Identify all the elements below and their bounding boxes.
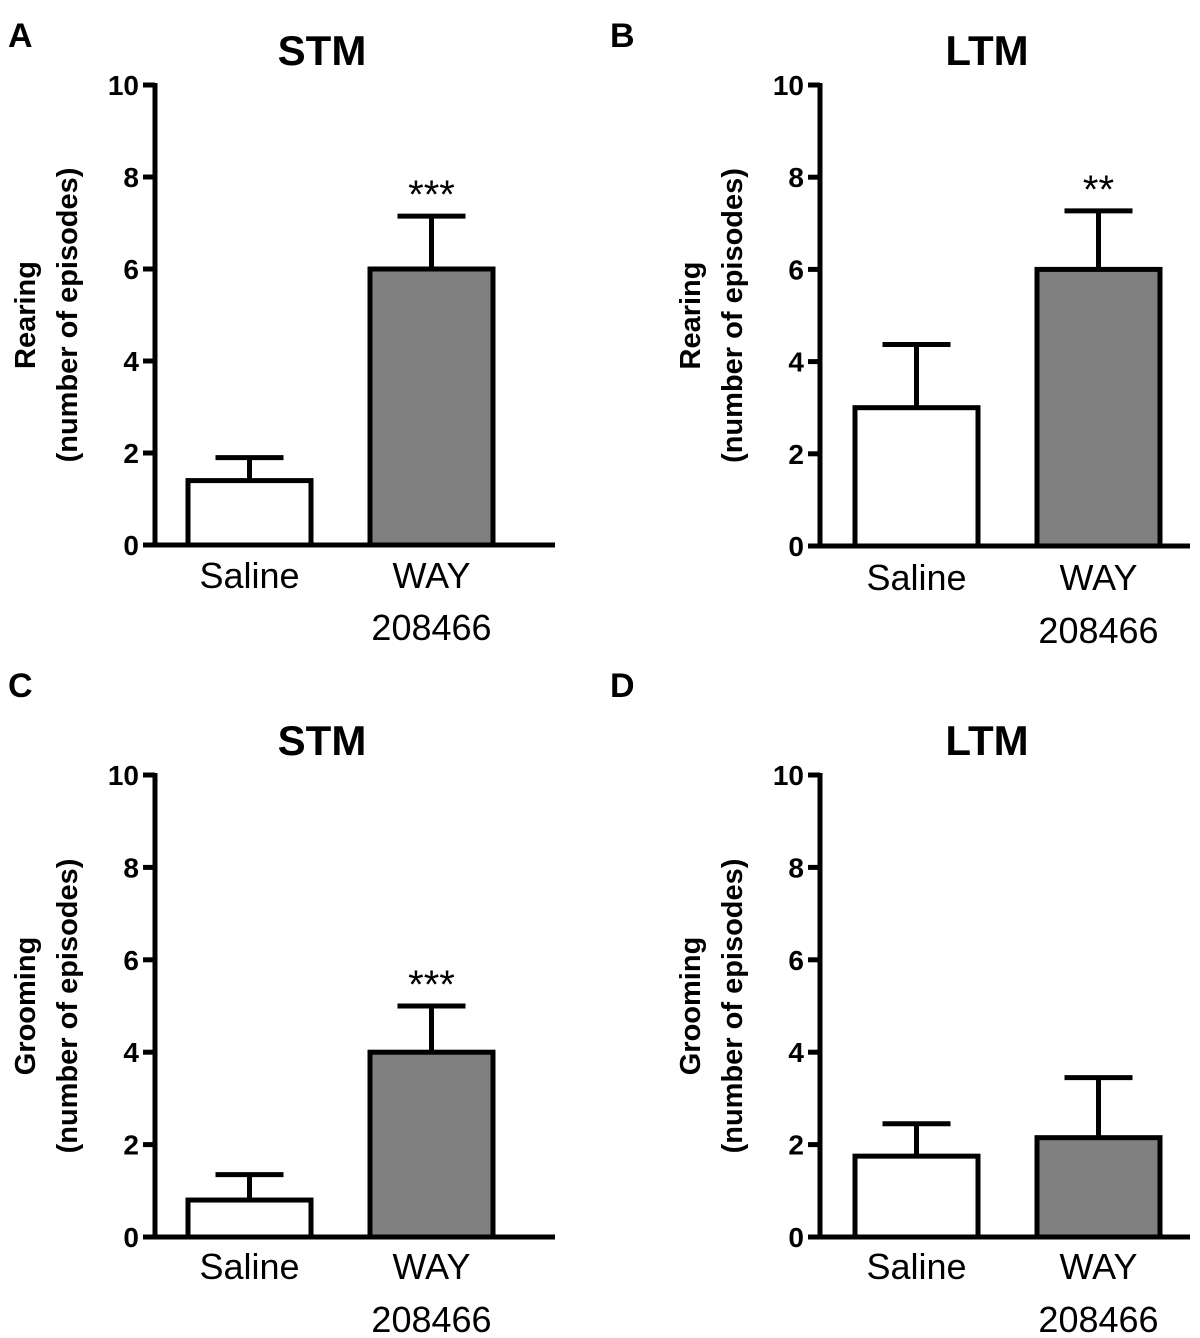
panel-d: D LTM Grooming (number of episodes) Saline WA… xyxy=(610,667,1190,1338)
y-axis-label-units: (number of episodes) xyxy=(717,859,749,1154)
panel-letter: B xyxy=(610,17,635,55)
bar-saline xyxy=(852,1153,981,1240)
y-tick-label: 10 xyxy=(108,70,139,101)
y-axis-label: Grooming xyxy=(675,937,707,1076)
y-tick-label: 2 xyxy=(123,438,139,469)
y-tick-label: 2 xyxy=(788,439,804,470)
y-tick-label: 0 xyxy=(788,531,804,562)
bar-saline xyxy=(185,1197,314,1240)
y-axis-label: Grooming xyxy=(10,937,42,1076)
bar-saline xyxy=(185,478,314,548)
x-tick-label: Saline xyxy=(199,555,299,596)
panel-c: C STM Grooming (number of episodes) Saline **… xyxy=(8,667,555,1338)
panel-letter: C xyxy=(8,667,33,705)
y-tick-label: 0 xyxy=(123,530,139,561)
x-tick-label: Saline xyxy=(866,557,966,598)
y-axis-label-units: (number of episodes) xyxy=(52,859,84,1154)
significance-marker: ** xyxy=(1083,168,1114,212)
y-tick-label: 10 xyxy=(773,760,804,791)
x-tick-label: WAY xyxy=(393,1246,471,1287)
x-tick-label-line2: 208466 xyxy=(1038,610,1158,651)
y-tick-label: 8 xyxy=(123,162,139,193)
y-axis-label: Rearing xyxy=(10,261,42,369)
panel-b: B LTM Rearing (number of episodes) Saline ** W… xyxy=(610,17,1190,651)
y-tick-label: 6 xyxy=(788,254,804,285)
y-tick-label: 8 xyxy=(788,852,804,883)
x-tick-label-line2: 208466 xyxy=(371,1299,491,1338)
panel-a: A STM Rearing (number of episodes) Saline ***… xyxy=(8,17,555,648)
y-tick-label: 6 xyxy=(788,945,804,976)
y-tick-label: 10 xyxy=(108,760,139,791)
bar-saline xyxy=(852,405,981,549)
y-tick-label: 10 xyxy=(773,70,804,101)
y-tick-label: 6 xyxy=(123,254,139,285)
y-tick-label: 4 xyxy=(123,346,139,377)
x-tick-label: WAY xyxy=(1060,1246,1138,1287)
x-tick-label-line2: 208466 xyxy=(1038,1299,1158,1338)
x-tick-label-line2: 208466 xyxy=(371,607,491,648)
significance-marker: *** xyxy=(408,173,455,217)
chart-title: LTM xyxy=(945,27,1028,74)
y-tick-label: 0 xyxy=(788,1222,804,1253)
chart-title: STM xyxy=(278,27,367,74)
y-axis-label: Rearing xyxy=(675,262,707,370)
y-tick-label: 2 xyxy=(788,1130,804,1161)
y-tick-label: 8 xyxy=(788,162,804,193)
significance-marker: *** xyxy=(408,963,455,1007)
y-tick-label: 4 xyxy=(788,347,804,378)
y-tick-label: 6 xyxy=(123,945,139,976)
bar-way-208466 xyxy=(367,1049,496,1240)
panel-letter: D xyxy=(610,667,635,705)
bar-way-208466 xyxy=(367,266,496,548)
bar-way-208466 xyxy=(1034,1135,1163,1240)
y-tick-label: 0 xyxy=(123,1222,139,1253)
y-tick-label: 4 xyxy=(788,1037,804,1068)
x-tick-label: WAY xyxy=(393,555,471,596)
y-tick-label: 2 xyxy=(123,1130,139,1161)
x-tick-label: WAY xyxy=(1060,557,1138,598)
x-tick-label: Saline xyxy=(199,1246,299,1287)
panel-letter: A xyxy=(8,17,33,55)
y-axis-label-units: (number of episodes) xyxy=(717,168,749,463)
chart-title: LTM xyxy=(945,717,1028,764)
x-tick-label: Saline xyxy=(866,1246,966,1287)
y-tick-label: 4 xyxy=(123,1037,139,1068)
y-tick-label: 8 xyxy=(123,852,139,883)
bar-way-208466 xyxy=(1034,266,1163,549)
chart-title: STM xyxy=(278,717,367,764)
y-axis-label-units: (number of episodes) xyxy=(52,168,84,463)
